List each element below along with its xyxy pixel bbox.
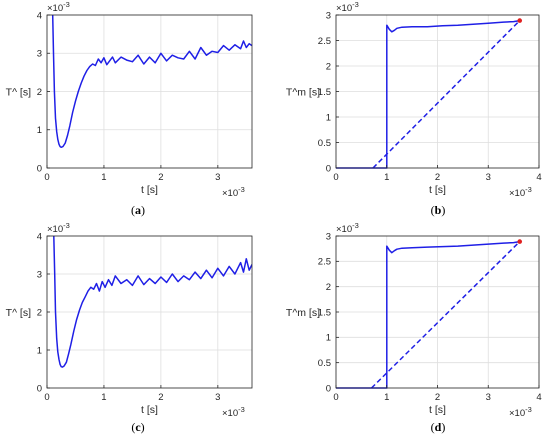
- y-tick-label: 2.5: [318, 257, 331, 268]
- panel-caption: (d): [431, 420, 446, 434]
- y-tick-label: 0: [326, 383, 331, 394]
- x-tick-label: 0: [44, 172, 49, 183]
- x-tick-label: 0: [333, 392, 338, 403]
- series-line: [51, 14, 252, 149]
- y-exponent: ×10-3: [47, 221, 70, 235]
- y-tick-label: 0: [37, 163, 42, 174]
- x-tick-label: 1: [101, 392, 106, 403]
- x-exponent: ×10-3: [222, 405, 245, 419]
- x-tick-label: 3: [215, 392, 220, 403]
- y-tick-label: 0.5: [318, 358, 331, 369]
- panel-caption: (b): [431, 203, 446, 217]
- x-tick-label: 1: [101, 172, 106, 183]
- y-tick-label: 1: [326, 112, 331, 123]
- x-tick-label: 3: [486, 392, 491, 403]
- y-exponent: ×10-3: [336, 221, 359, 235]
- x-tick-label: 2: [158, 172, 163, 183]
- x-tick-label: 3: [486, 172, 491, 183]
- y-tick-label: 3: [37, 49, 42, 60]
- y-tick-label: 2.5: [318, 36, 331, 47]
- series-line: [336, 240, 520, 389]
- panel-caption: (a): [131, 203, 145, 217]
- panel-a: 0 1 2 3 0 1 2 3 4 ×10-3 ×10-3 t [s] T^ [s] (a): [6, 0, 253, 217]
- y-tick-label: 2: [326, 61, 331, 72]
- y-axis-label: T^ [s]: [6, 87, 31, 99]
- y-tick-label: 2: [37, 307, 42, 318]
- y-tick-label: 1: [37, 125, 42, 136]
- y-axis-label: T^m [s]: [286, 307, 320, 319]
- y-tick-label: 3: [326, 231, 331, 242]
- x-tick-label: 4: [536, 172, 541, 183]
- y-exponent: ×10-3: [47, 0, 70, 14]
- y-tick-label: 1: [326, 333, 331, 344]
- x-tick-label: 0: [333, 172, 338, 183]
- x-tick-label: 1: [384, 172, 389, 183]
- series-line-dashed: [370, 241, 521, 389]
- y-tick-label: 1: [37, 345, 42, 356]
- y-tick-label: 4: [37, 10, 42, 21]
- x-tick-label: 3: [215, 172, 220, 183]
- x-axis-label: t [s]: [141, 404, 158, 416]
- x-exponent: ×10-3: [222, 185, 245, 199]
- series-line: [53, 235, 252, 368]
- panel-caption: (c): [131, 420, 144, 434]
- x-tick-label: 2: [158, 392, 163, 403]
- x-axis-label: t [s]: [141, 184, 158, 196]
- x-tick-label: 1: [384, 392, 389, 403]
- y-tick-label: 0: [37, 383, 42, 394]
- y-axis-label: T^ [s]: [6, 307, 31, 319]
- end-marker: [517, 18, 523, 23]
- y-tick-label: 3: [37, 269, 42, 280]
- y-tick-label: 2: [37, 87, 42, 98]
- y-tick-label: 1.5: [318, 87, 331, 98]
- series-line: [336, 19, 520, 169]
- x-axis-label: t [s]: [429, 404, 446, 416]
- panel-d: 0 1 2 3 4 0 0.5 1 1.5 2 2.5 3 ×10-3 ×10-3 t [s] T^m [s]…: [286, 221, 542, 434]
- y-tick-label: 1.5: [318, 307, 331, 318]
- x-tick-label: 2: [435, 172, 440, 183]
- end-marker: [517, 239, 523, 244]
- x-axis-label: t [s]: [429, 184, 446, 196]
- panel-b: 0 1 2 3 4 0 0.5 1 1.5 2 2.5 3 ×10-3 ×10-3 t [s] T^m [s]…: [286, 0, 542, 217]
- y-tick-label: 3: [326, 10, 331, 21]
- y-tick-label: 2: [326, 282, 331, 293]
- x-exponent: ×10-3: [509, 405, 532, 419]
- series-line-dashed: [372, 20, 521, 169]
- y-exponent: ×10-3: [336, 0, 359, 14]
- x-exponent: ×10-3: [509, 185, 532, 199]
- panel-c: 0 1 2 3 0 1 2 3 4 ×10-3 ×10-3 t [s] T^ [s] (c): [6, 221, 253, 434]
- y-tick-label: 4: [37, 231, 42, 242]
- y-tick-label: 0.5: [318, 138, 331, 149]
- y-axis-label: T^m [s]: [286, 87, 320, 99]
- x-tick-label: 2: [435, 392, 440, 403]
- x-tick-label: 0: [44, 392, 49, 403]
- x-tick-label: 4: [536, 392, 541, 403]
- y-tick-label: 0: [326, 163, 331, 174]
